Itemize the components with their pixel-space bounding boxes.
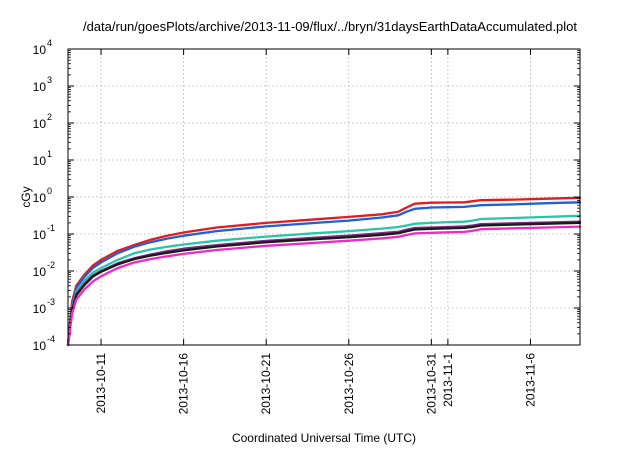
y-tick-label-exponent: 0 <box>47 186 52 196</box>
x-tick-labels: 2013-10-11 2013-10-16 2013-10-21 2013-10-26… <box>94 353 537 415</box>
y-tick-label: 10 <box>33 302 47 316</box>
series-line <box>66 220 582 347</box>
x-axis-label: Coordinated Universal Time (UTC) <box>232 431 416 445</box>
y-tick-label-exponent: 1 <box>47 149 52 159</box>
x-tick-label: 2013-10-21 <box>259 353 273 415</box>
y-tick-label-exponent: -1 <box>47 223 55 233</box>
y-tick-label-exponent: -2 <box>47 260 55 270</box>
grid <box>68 49 580 345</box>
series-line <box>66 196 582 347</box>
y-tick-label-base: 10 <box>33 80 47 94</box>
y-tick-label: 10 <box>33 265 47 279</box>
y-tick-label-base: 10 <box>33 228 47 242</box>
y-tick-label-base: 10 <box>33 191 47 205</box>
y-tick-label: 10 <box>33 43 47 57</box>
y-tick-label: 10 <box>33 117 47 131</box>
x-tick-label: 2013-10-26 <box>342 353 356 415</box>
chart-title: /data/run/goesPlots/archive/2013-11-09/f… <box>83 19 577 34</box>
y-tick-label-base: 10 <box>33 117 47 131</box>
y-tick-label-base: 10 <box>33 154 47 168</box>
x-tick-label: 2013-10-16 <box>177 353 191 415</box>
y-tick-label-exponent: 4 <box>47 38 52 48</box>
y-tick-label: 10 <box>33 191 47 205</box>
y-tick-label: 10 <box>33 228 47 242</box>
y-tick-label-base: 10 <box>33 43 47 57</box>
x-tick-label: 2013-11-1 <box>441 353 455 407</box>
y-tick-label-exponent: -4 <box>47 334 55 344</box>
series-lines <box>66 196 582 347</box>
x-tick-label: 2013-11-6 <box>523 353 537 407</box>
y-axis-label: cGy <box>19 186 33 207</box>
y-tick-label-base: 10 <box>33 302 47 316</box>
y-tick-label-exponent: -3 <box>47 297 55 307</box>
x-tick-label: 2013-10-31 <box>424 353 438 415</box>
series-line <box>66 201 582 347</box>
y-tick-label: 10 <box>33 80 47 94</box>
y-tick-label-exponent: 2 <box>47 112 52 122</box>
y-tick-label-base: 10 <box>33 265 47 279</box>
series-line <box>66 225 582 347</box>
ticks <box>68 48 580 346</box>
series-line <box>66 214 582 347</box>
x-tick-label: 2013-10-11 <box>94 353 108 414</box>
y-tick-label: 10 <box>33 154 47 168</box>
y-tick-label-exponent: 3 <box>47 75 52 85</box>
y-tick-label: 10 <box>33 339 47 353</box>
series-line <box>66 221 582 347</box>
y-tick-label-base: 10 <box>33 339 47 353</box>
